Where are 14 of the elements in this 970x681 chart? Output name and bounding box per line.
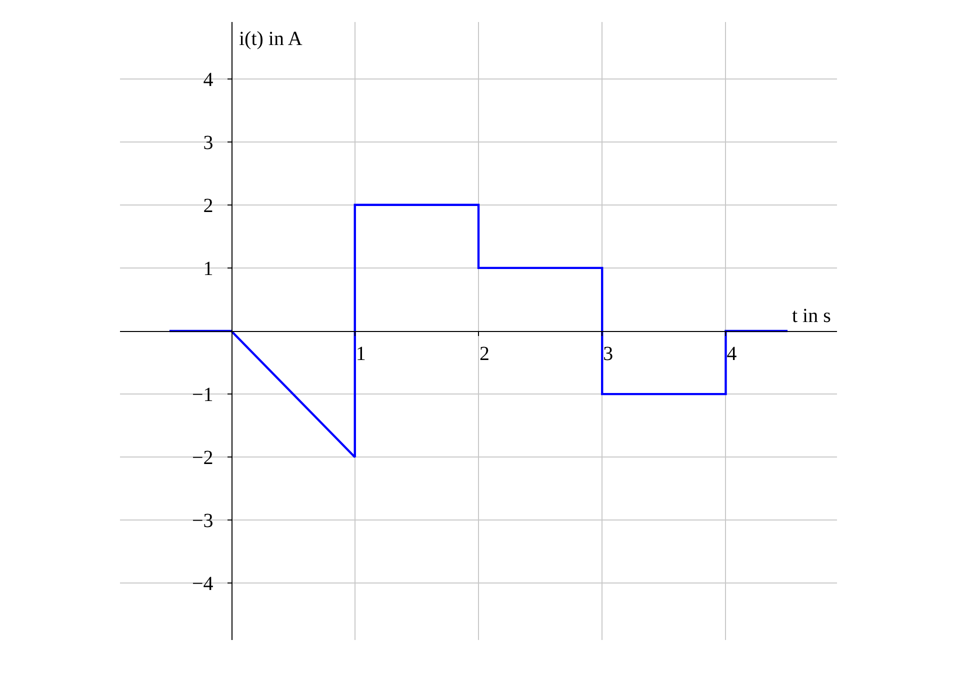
y-tick-label: 2 bbox=[203, 194, 214, 217]
y-tick-label: −4 bbox=[192, 573, 214, 596]
y-tick-label: −3 bbox=[192, 510, 214, 532]
y-tick-label: 3 bbox=[203, 132, 214, 154]
y-tick-label: −1 bbox=[192, 384, 214, 406]
y-tick-label: −2 bbox=[192, 447, 214, 470]
x-tick-label: 3 bbox=[603, 343, 614, 365]
x-tick-label: 2 bbox=[480, 343, 490, 365]
x-axis-title: t in s bbox=[792, 305, 832, 327]
x-tick-label: 4 bbox=[726, 343, 737, 365]
y-axis-title: i(t) in A bbox=[239, 28, 303, 50]
y-tick-label: 4 bbox=[203, 68, 214, 91]
y-tick-label: 1 bbox=[203, 258, 214, 280]
x-tick-label: 1 bbox=[356, 343, 366, 365]
